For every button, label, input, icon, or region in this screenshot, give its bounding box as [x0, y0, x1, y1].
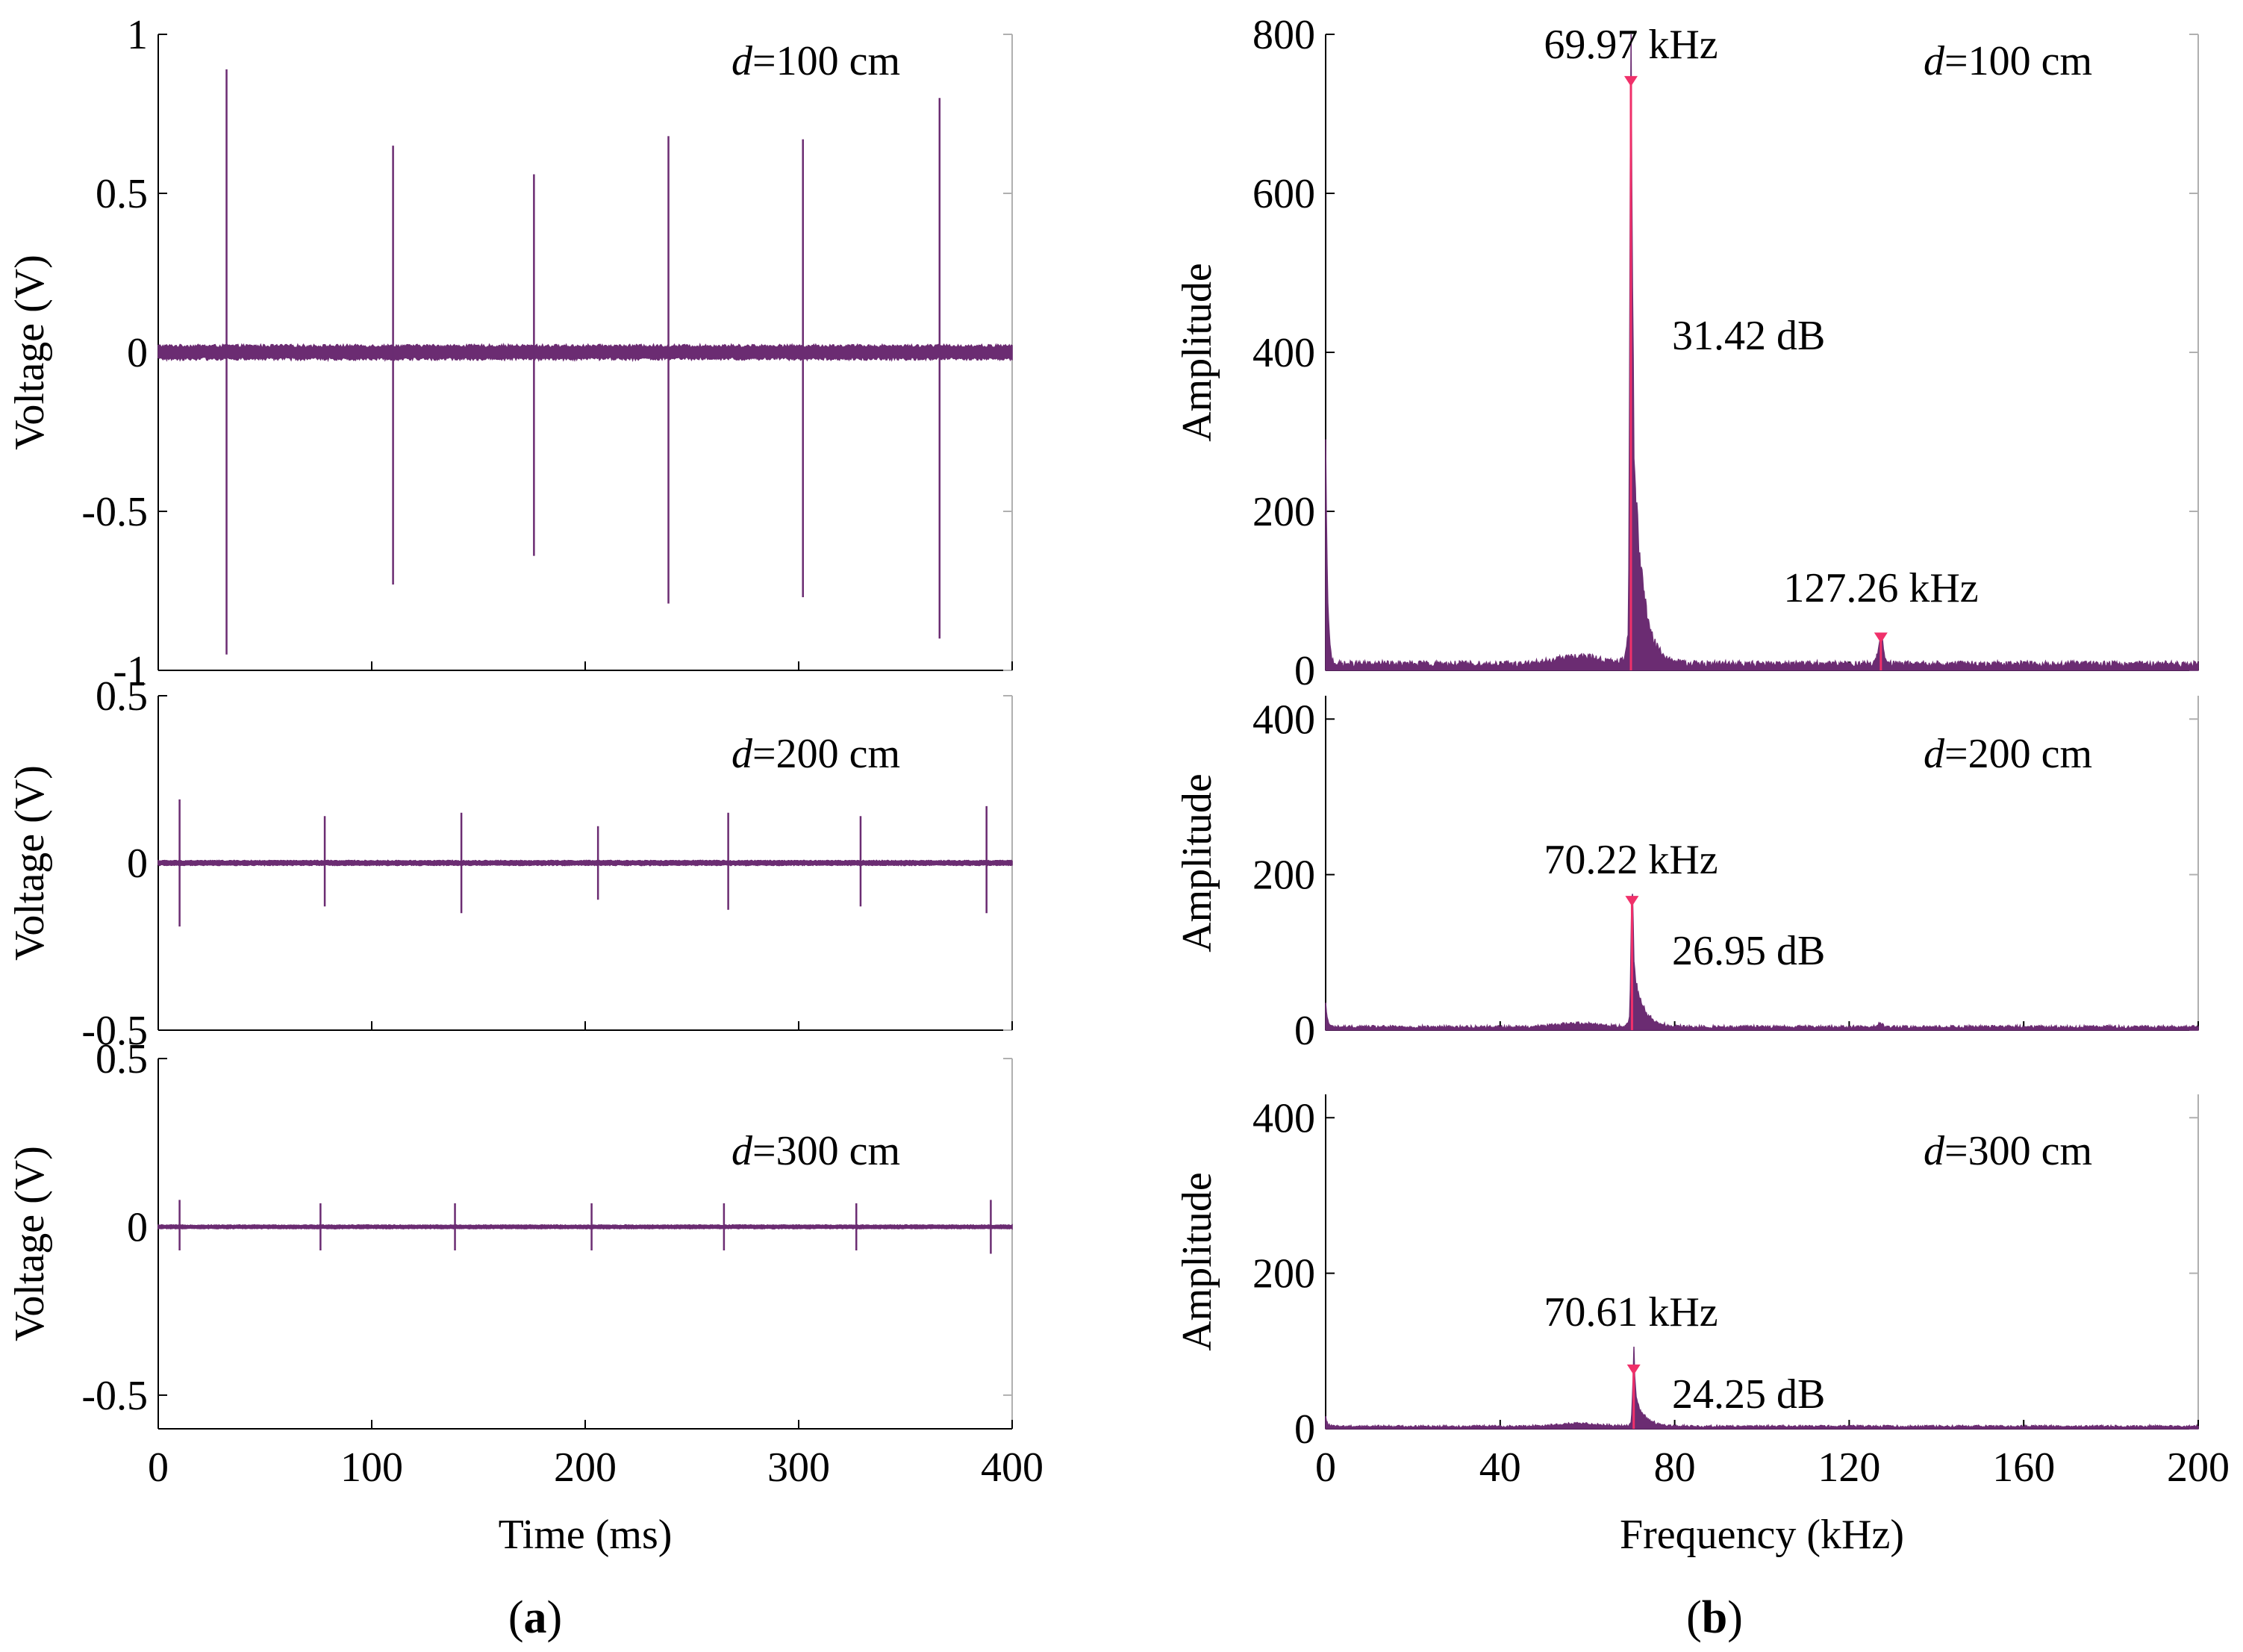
y-tick-label: 200: [1252, 489, 1315, 535]
y-tick-label: 0.5: [96, 673, 148, 720]
peak-label: 69.97 kHz: [1544, 22, 1718, 68]
chart-b1: 0 200 400 600 800 Amplitude d=100 cm 69.97 kHz 1…: [1174, 12, 2199, 694]
peak-marker-triangle: [1626, 1364, 1641, 1375]
distance-annotation: d=300 cm: [731, 1128, 900, 1174]
noise-band: [157, 1224, 1013, 1230]
y-tick-label: 400: [1252, 330, 1315, 376]
panel-label-a: (a): [508, 1592, 562, 1643]
y-tick-label: 800: [1252, 12, 1315, 58]
chart-a1: -1 -0.5 0 0.5 1 Voltage (V) d=100 cm: [7, 12, 1013, 694]
y-tick-label: 0: [127, 330, 148, 376]
peak-marker-triangle: [1623, 75, 1638, 87]
chart-a2: -0.5 0 0.5 Voltage (V) d=200 cm: [7, 673, 1013, 1054]
x-axis-label: Time (ms): [499, 1512, 673, 1558]
y-axis-label: Amplitude: [1174, 263, 1220, 442]
noise-band: [157, 343, 1013, 362]
x-tick-label: 200: [2167, 1444, 2230, 1491]
x-tick-label: 160: [1992, 1444, 2055, 1491]
spectrum-area: [1325, 34, 2199, 671]
x-tick-label: 100: [340, 1444, 403, 1491]
distance-annotation: d=100 cm: [731, 38, 900, 84]
y-axis-label: Amplitude: [1174, 1172, 1220, 1351]
y-tick-label: 400: [1252, 696, 1315, 743]
y-tick-label: 0.5: [96, 1036, 148, 1082]
panel-label-b: (b): [1686, 1592, 1743, 1643]
y-axis-label: Voltage (V): [7, 255, 53, 450]
peak-label: 70.61 kHz: [1544, 1289, 1718, 1335]
y-tick-label: 200: [1252, 1251, 1315, 1297]
chart-b2: 0 200 400 Amplitude d=200 cm 70.22 kHz 26.95 d…: [1174, 696, 2199, 1054]
y-axis-label: Amplitude: [1174, 773, 1220, 953]
x-tick-label: 120: [1818, 1444, 1880, 1491]
chart-b3: 0 200 400 0 40 80 120 160 200 Amplitude Frequency …: [1174, 1094, 2230, 1558]
spectrum-area: [1325, 1346, 2199, 1430]
y-tick-label: -0.5: [81, 489, 148, 535]
x-tick-label: 40: [1479, 1444, 1521, 1491]
y-tick-label: 0: [127, 841, 148, 887]
y-tick-label: 400: [1252, 1095, 1315, 1141]
distance-annotation: d=300 cm: [1924, 1128, 2092, 1174]
x-tick-label: 300: [767, 1444, 830, 1491]
x-tick-label: 80: [1654, 1444, 1696, 1491]
peak-marker-triangle: [1625, 896, 1639, 907]
y-tick-label: -1: [113, 648, 148, 694]
snr-label: 31.42 dB: [1672, 313, 1825, 359]
y-axis-label: Voltage (V): [7, 1146, 53, 1341]
y-tick-label: 200: [1252, 853, 1315, 899]
x-tick-label: 400: [981, 1444, 1043, 1491]
x-tick-label: 200: [554, 1444, 617, 1491]
distance-annotation: d=200 cm: [731, 731, 900, 777]
y-tick-label: 0: [1294, 1008, 1315, 1054]
x-tick-label: 0: [1315, 1444, 1336, 1491]
y-tick-label: -0.5: [81, 1008, 148, 1054]
snr-label: 24.25 dB: [1672, 1371, 1825, 1418]
x-axis-label: Frequency (kHz): [1620, 1512, 1904, 1558]
spectrum-area: [1325, 894, 2199, 1031]
noise-band: [157, 859, 1013, 867]
peak-marker-triangle: [1874, 632, 1888, 643]
y-tick-label: 0: [1294, 1406, 1315, 1453]
y-tick-label: 0.5: [96, 171, 148, 217]
snr-label: 26.95 dB: [1672, 928, 1825, 974]
y-tick-label: -0.5: [81, 1373, 148, 1419]
x-tick-label: 0: [148, 1444, 169, 1491]
y-axis-label: Voltage (V): [7, 765, 53, 961]
peak-label: 127.26 kHz: [1783, 565, 1978, 611]
y-tick-label: 1: [127, 12, 148, 58]
distance-annotation: d=100 cm: [1924, 38, 2092, 84]
y-tick-label: 0: [1294, 648, 1315, 694]
peak-label: 70.22 kHz: [1544, 837, 1718, 883]
y-tick-label: 0: [127, 1204, 148, 1250]
y-tick-label: 600: [1252, 171, 1315, 217]
distance-annotation: d=200 cm: [1924, 731, 2092, 777]
